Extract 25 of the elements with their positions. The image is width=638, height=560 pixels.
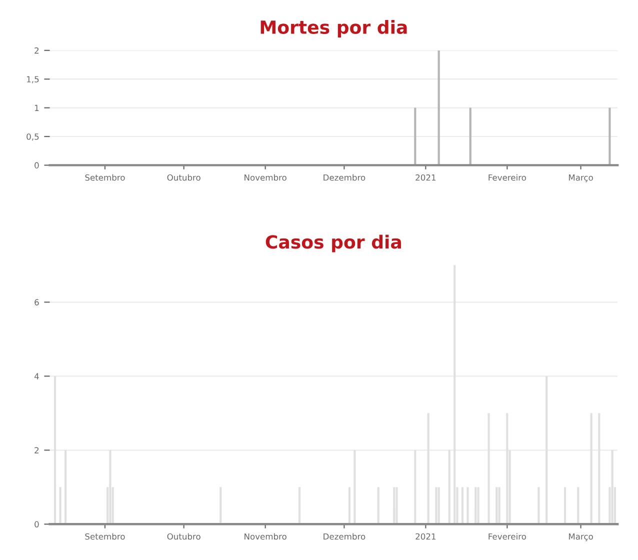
x-tick-label: Fevereiro [488, 533, 526, 540]
x-tick-label: 2021 [416, 533, 436, 540]
x-tick-label: Setembro [85, 174, 125, 181]
y-tick-label: 1,5 [27, 76, 39, 84]
y-tick-label: 2 [34, 447, 39, 454]
y-tick-label: 1 [34, 104, 39, 111]
chart-title: Mortes por dia [260, 20, 407, 38]
x-tick-label: Outubro [167, 533, 200, 540]
x-tick-label: Fevereiro [488, 174, 526, 181]
x-tick-label: Novembro [244, 533, 286, 540]
y-tick-label: 0 [34, 162, 39, 168]
x-tick-label: Março [568, 533, 593, 542]
x-tick-label: Dezembro [324, 533, 366, 540]
y-tick-label: 2 [34, 47, 39, 54]
x-tick-label: Novembro [244, 174, 286, 181]
y-tick-label: 0,5 [26, 133, 39, 141]
x-tick-label: Março [568, 174, 593, 182]
x-tick-label: Setembro [85, 533, 125, 540]
chart-title: Casos por dia [266, 234, 401, 252]
x-tick-label: Dezembro [324, 174, 366, 181]
y-tick-label: 4 [34, 373, 39, 380]
x-tick-label: 2021 [416, 174, 436, 181]
y-tick-label: 0 [34, 521, 39, 528]
x-tick-label: Outubro [167, 174, 200, 181]
y-tick-label: 6 [34, 299, 39, 306]
